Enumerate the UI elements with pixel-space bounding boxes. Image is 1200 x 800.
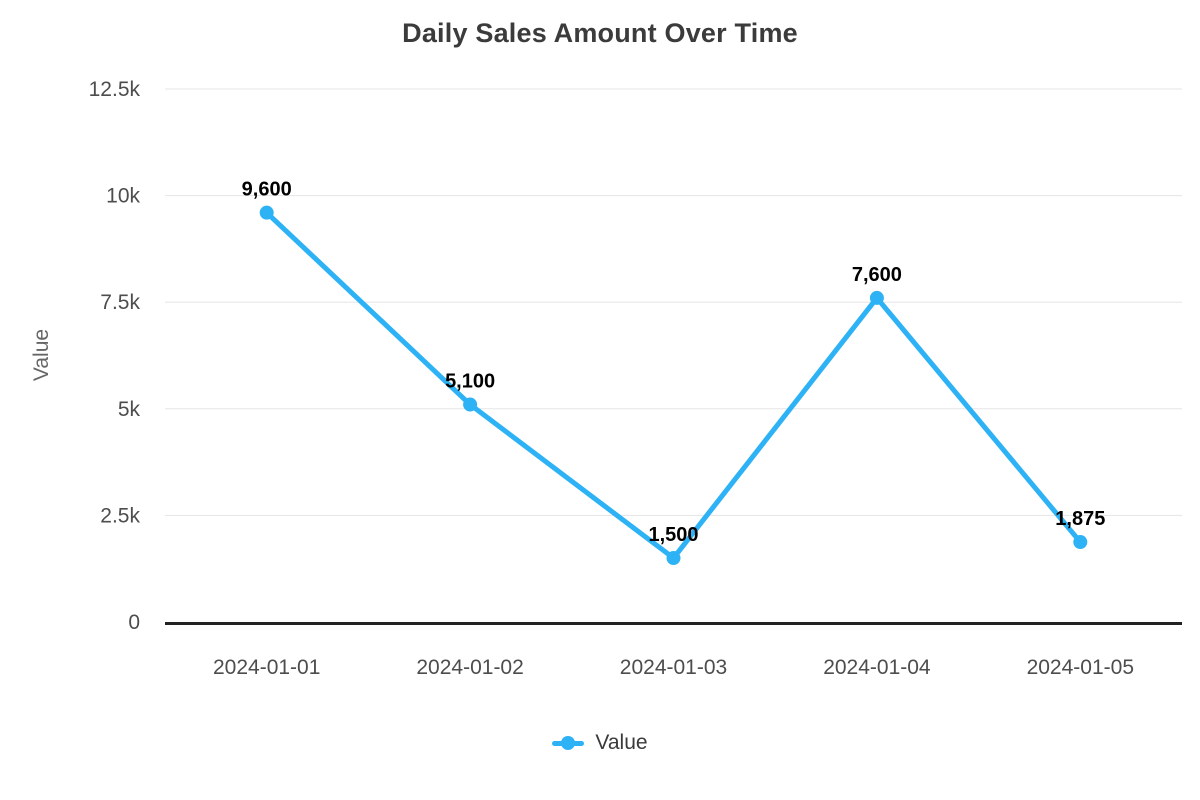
data-point-label: 1,875 <box>1055 508 1105 530</box>
legend-item-value[interactable]: Value <box>0 726 1200 760</box>
data-point[interactable] <box>463 397 478 412</box>
data-point-label: 9,600 <box>242 179 292 201</box>
data-point[interactable] <box>666 551 681 566</box>
legend-line-with-dot-icon <box>552 736 585 750</box>
legend-label: Value <box>595 731 648 754</box>
data-point[interactable] <box>259 205 274 220</box>
y-tick-label: 0 <box>128 611 140 634</box>
x-tick-label: 2024-01-05 <box>1027 656 1134 679</box>
y-tick-label: 5k <box>118 398 141 421</box>
data-point[interactable] <box>869 290 884 305</box>
legend-dot-icon <box>561 736 576 750</box>
series-line <box>264 210 1083 561</box>
y-tick-label: 7.5k <box>100 291 140 314</box>
chart-title: Daily Sales Amount Over Time <box>402 18 798 48</box>
chart-canvas: 0 2.5k 5k 7.5k 10k 12.5k 2024-01-01 2024-01-02 2… <box>89 78 1182 679</box>
data-point-label: 5,100 <box>445 371 495 393</box>
data-point-label: 1,500 <box>648 524 698 546</box>
y-tick-label: 12.5k <box>89 78 141 101</box>
data-point-label: 7,600 <box>852 264 902 286</box>
data-point[interactable] <box>1073 535 1088 550</box>
y-tick-label: 2.5k <box>100 504 140 527</box>
x-tick-label: 2024-01-03 <box>620 656 727 679</box>
x-tick-label: 2024-01-02 <box>416 656 523 679</box>
y-tick-label: 10k <box>106 185 140 208</box>
x-tick-label: 2024-01-01 <box>213 656 320 679</box>
x-tick-label: 2024-01-04 <box>823 656 931 679</box>
